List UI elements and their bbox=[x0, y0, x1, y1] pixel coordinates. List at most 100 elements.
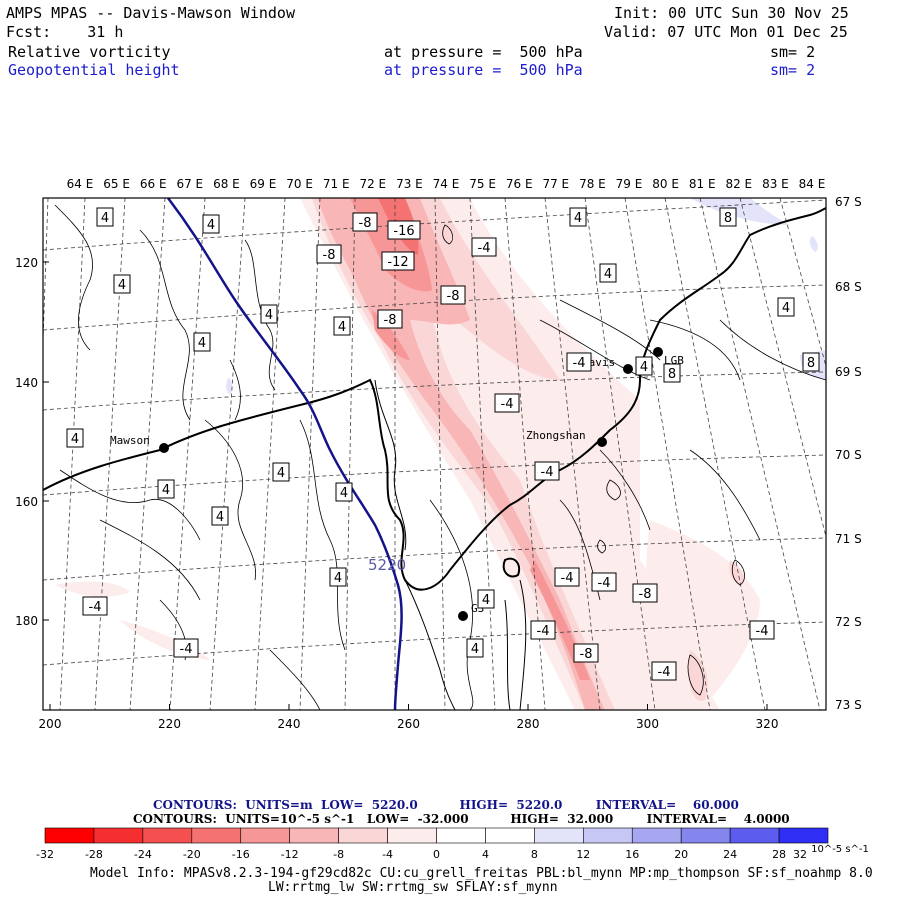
graticule bbox=[43, 198, 826, 710]
svg-text:4: 4 bbox=[101, 211, 109, 226]
contour-label: -12 bbox=[381, 251, 415, 271]
latitude-labels: 67 S 68 S 69 S 70 S 71 S 72 S 73 S bbox=[835, 195, 862, 712]
colorbar-swatch bbox=[583, 827, 633, 844]
x-tick-label: 200 bbox=[39, 717, 62, 731]
contour-label: -8 bbox=[573, 643, 599, 663]
field1-name: Relative vorticity bbox=[8, 43, 171, 61]
lon-label: 78 E bbox=[579, 177, 606, 191]
colorbar-tick: -20 bbox=[182, 848, 201, 861]
x-tick-label: 260 bbox=[397, 717, 420, 731]
contour-label: 4 bbox=[260, 304, 278, 324]
contour-label: -4 bbox=[651, 661, 677, 681]
contour-label: 4 bbox=[66, 428, 84, 448]
colorbar-tick: 8 bbox=[530, 848, 538, 861]
legend-height-contours: CONTOURS: UNITS=m LOW= 5220.0 HIGH= 5220… bbox=[153, 798, 739, 812]
coast-detail bbox=[374, 379, 527, 710]
lon-label: 66 E bbox=[140, 177, 167, 191]
svg-text:-4: -4 bbox=[180, 642, 193, 657]
lon-label: 74 E bbox=[433, 177, 460, 191]
contour-label: -8 bbox=[352, 212, 378, 232]
colorbar-swatch bbox=[778, 827, 829, 844]
contour-label: -8 bbox=[316, 244, 342, 264]
svg-text:4: 4 bbox=[334, 571, 342, 586]
contour-label: 4 bbox=[335, 482, 353, 502]
svg-text:4: 4 bbox=[216, 510, 224, 525]
svg-text:-8: -8 bbox=[447, 289, 460, 304]
svg-text:-4: -4 bbox=[537, 624, 550, 639]
contour-label: 8 bbox=[802, 352, 820, 372]
lon-label: 68 E bbox=[213, 177, 240, 191]
contour-label: 4 bbox=[329, 567, 347, 587]
svg-text:-8: -8 bbox=[359, 216, 372, 231]
lon-label: 70 E bbox=[286, 177, 313, 191]
svg-text:-8: -8 bbox=[639, 587, 652, 602]
colorbar-tick: -8 bbox=[333, 848, 345, 861]
lon-label: 64 E bbox=[67, 177, 94, 191]
lon-label: 83 E bbox=[762, 177, 789, 191]
contour-label: 4 bbox=[635, 356, 653, 376]
y-tick-label: 180 bbox=[15, 614, 38, 628]
svg-text:-4: -4 bbox=[89, 600, 102, 615]
lon-label: 75 E bbox=[469, 177, 496, 191]
svg-text:4: 4 bbox=[338, 320, 346, 335]
colorbar-tick: 16 bbox=[625, 848, 640, 861]
svg-text:4: 4 bbox=[782, 301, 790, 316]
contour-label: -4 bbox=[554, 567, 580, 587]
station-zhongshan bbox=[597, 437, 607, 447]
contour-label: 4 bbox=[96, 207, 114, 227]
svg-text:4: 4 bbox=[471, 642, 479, 657]
colorbar-swatch bbox=[680, 827, 731, 844]
contour-label: 4 bbox=[569, 207, 587, 227]
colorbar-tick: -12 bbox=[280, 848, 299, 861]
lat-label: 72 S bbox=[835, 615, 862, 629]
station-markers bbox=[159, 347, 663, 621]
colorbar-tick: -4 bbox=[382, 848, 394, 861]
lon-label: 79 E bbox=[616, 177, 643, 191]
colorbar-swatch bbox=[485, 827, 535, 844]
contour-label: 4 bbox=[599, 263, 617, 283]
colorbar-swatch bbox=[93, 827, 144, 844]
x-tick-label: 240 bbox=[278, 717, 301, 731]
contour-label: 4 bbox=[777, 297, 795, 317]
colorbar-tick: 20 bbox=[674, 848, 689, 861]
svg-text:-8: -8 bbox=[580, 647, 593, 662]
geopotential-contour-5220 bbox=[167, 198, 403, 710]
svg-text:4: 4 bbox=[340, 486, 348, 501]
station-lgb bbox=[653, 347, 663, 357]
colorbar-swatch bbox=[289, 827, 339, 844]
lon-label: 81 E bbox=[689, 177, 716, 191]
contour-label: 4 bbox=[113, 274, 131, 294]
vorticity-contour-labels: 4 4 4 4 4 4 4 4 4 4 4 4 4 4 4 4 4 4 -8 -16 -8 -12 -4 -8 -8 -4 -4 -4… bbox=[66, 207, 820, 681]
x-tick-label: 280 bbox=[517, 717, 540, 731]
svg-text:4: 4 bbox=[604, 267, 612, 282]
lon-label: 84 E bbox=[799, 177, 826, 191]
vorticity-shade-east-2 bbox=[688, 560, 745, 701]
colorbar-tick: -16 bbox=[231, 848, 250, 861]
lat-label: 69 S bbox=[835, 365, 862, 379]
init-time: Init: 00 UTC Sun 30 Nov 25 bbox=[614, 4, 849, 22]
station-label-mawson: Mawson bbox=[110, 434, 150, 447]
contour-label: 4 bbox=[157, 479, 175, 499]
colorbar-tick: 0 bbox=[433, 848, 440, 861]
legend-vorticity-contours: CONTOURS: UNITS=10^-5 s^-1 LOW= -32.000 … bbox=[133, 812, 790, 826]
station-davis bbox=[623, 364, 633, 374]
contour-label: 8 bbox=[663, 363, 681, 383]
lon-label: 76 E bbox=[506, 177, 533, 191]
colorbar bbox=[44, 827, 829, 844]
svg-text:-8: -8 bbox=[384, 313, 397, 328]
lat-label: 67 S bbox=[835, 195, 862, 209]
contour-label: 4 bbox=[466, 638, 484, 658]
colorbar-tick: 28 bbox=[772, 848, 787, 861]
y-tick-label: 120 bbox=[15, 256, 38, 270]
colorbar-swatch bbox=[142, 827, 193, 844]
field1-level: at pressure = 500 hPa bbox=[384, 43, 583, 61]
station-label-zhongshan: Zhongshan bbox=[526, 429, 586, 442]
lat-label: 68 S bbox=[835, 280, 862, 294]
y-axis-ticks: 120 140 160 180 bbox=[15, 256, 49, 628]
station-mawson bbox=[159, 443, 169, 453]
colorbar-swatch bbox=[387, 827, 437, 844]
colorbar-swatch bbox=[631, 827, 682, 844]
svg-text:-4: -4 bbox=[478, 241, 491, 256]
contour-label: 4 bbox=[211, 506, 229, 526]
